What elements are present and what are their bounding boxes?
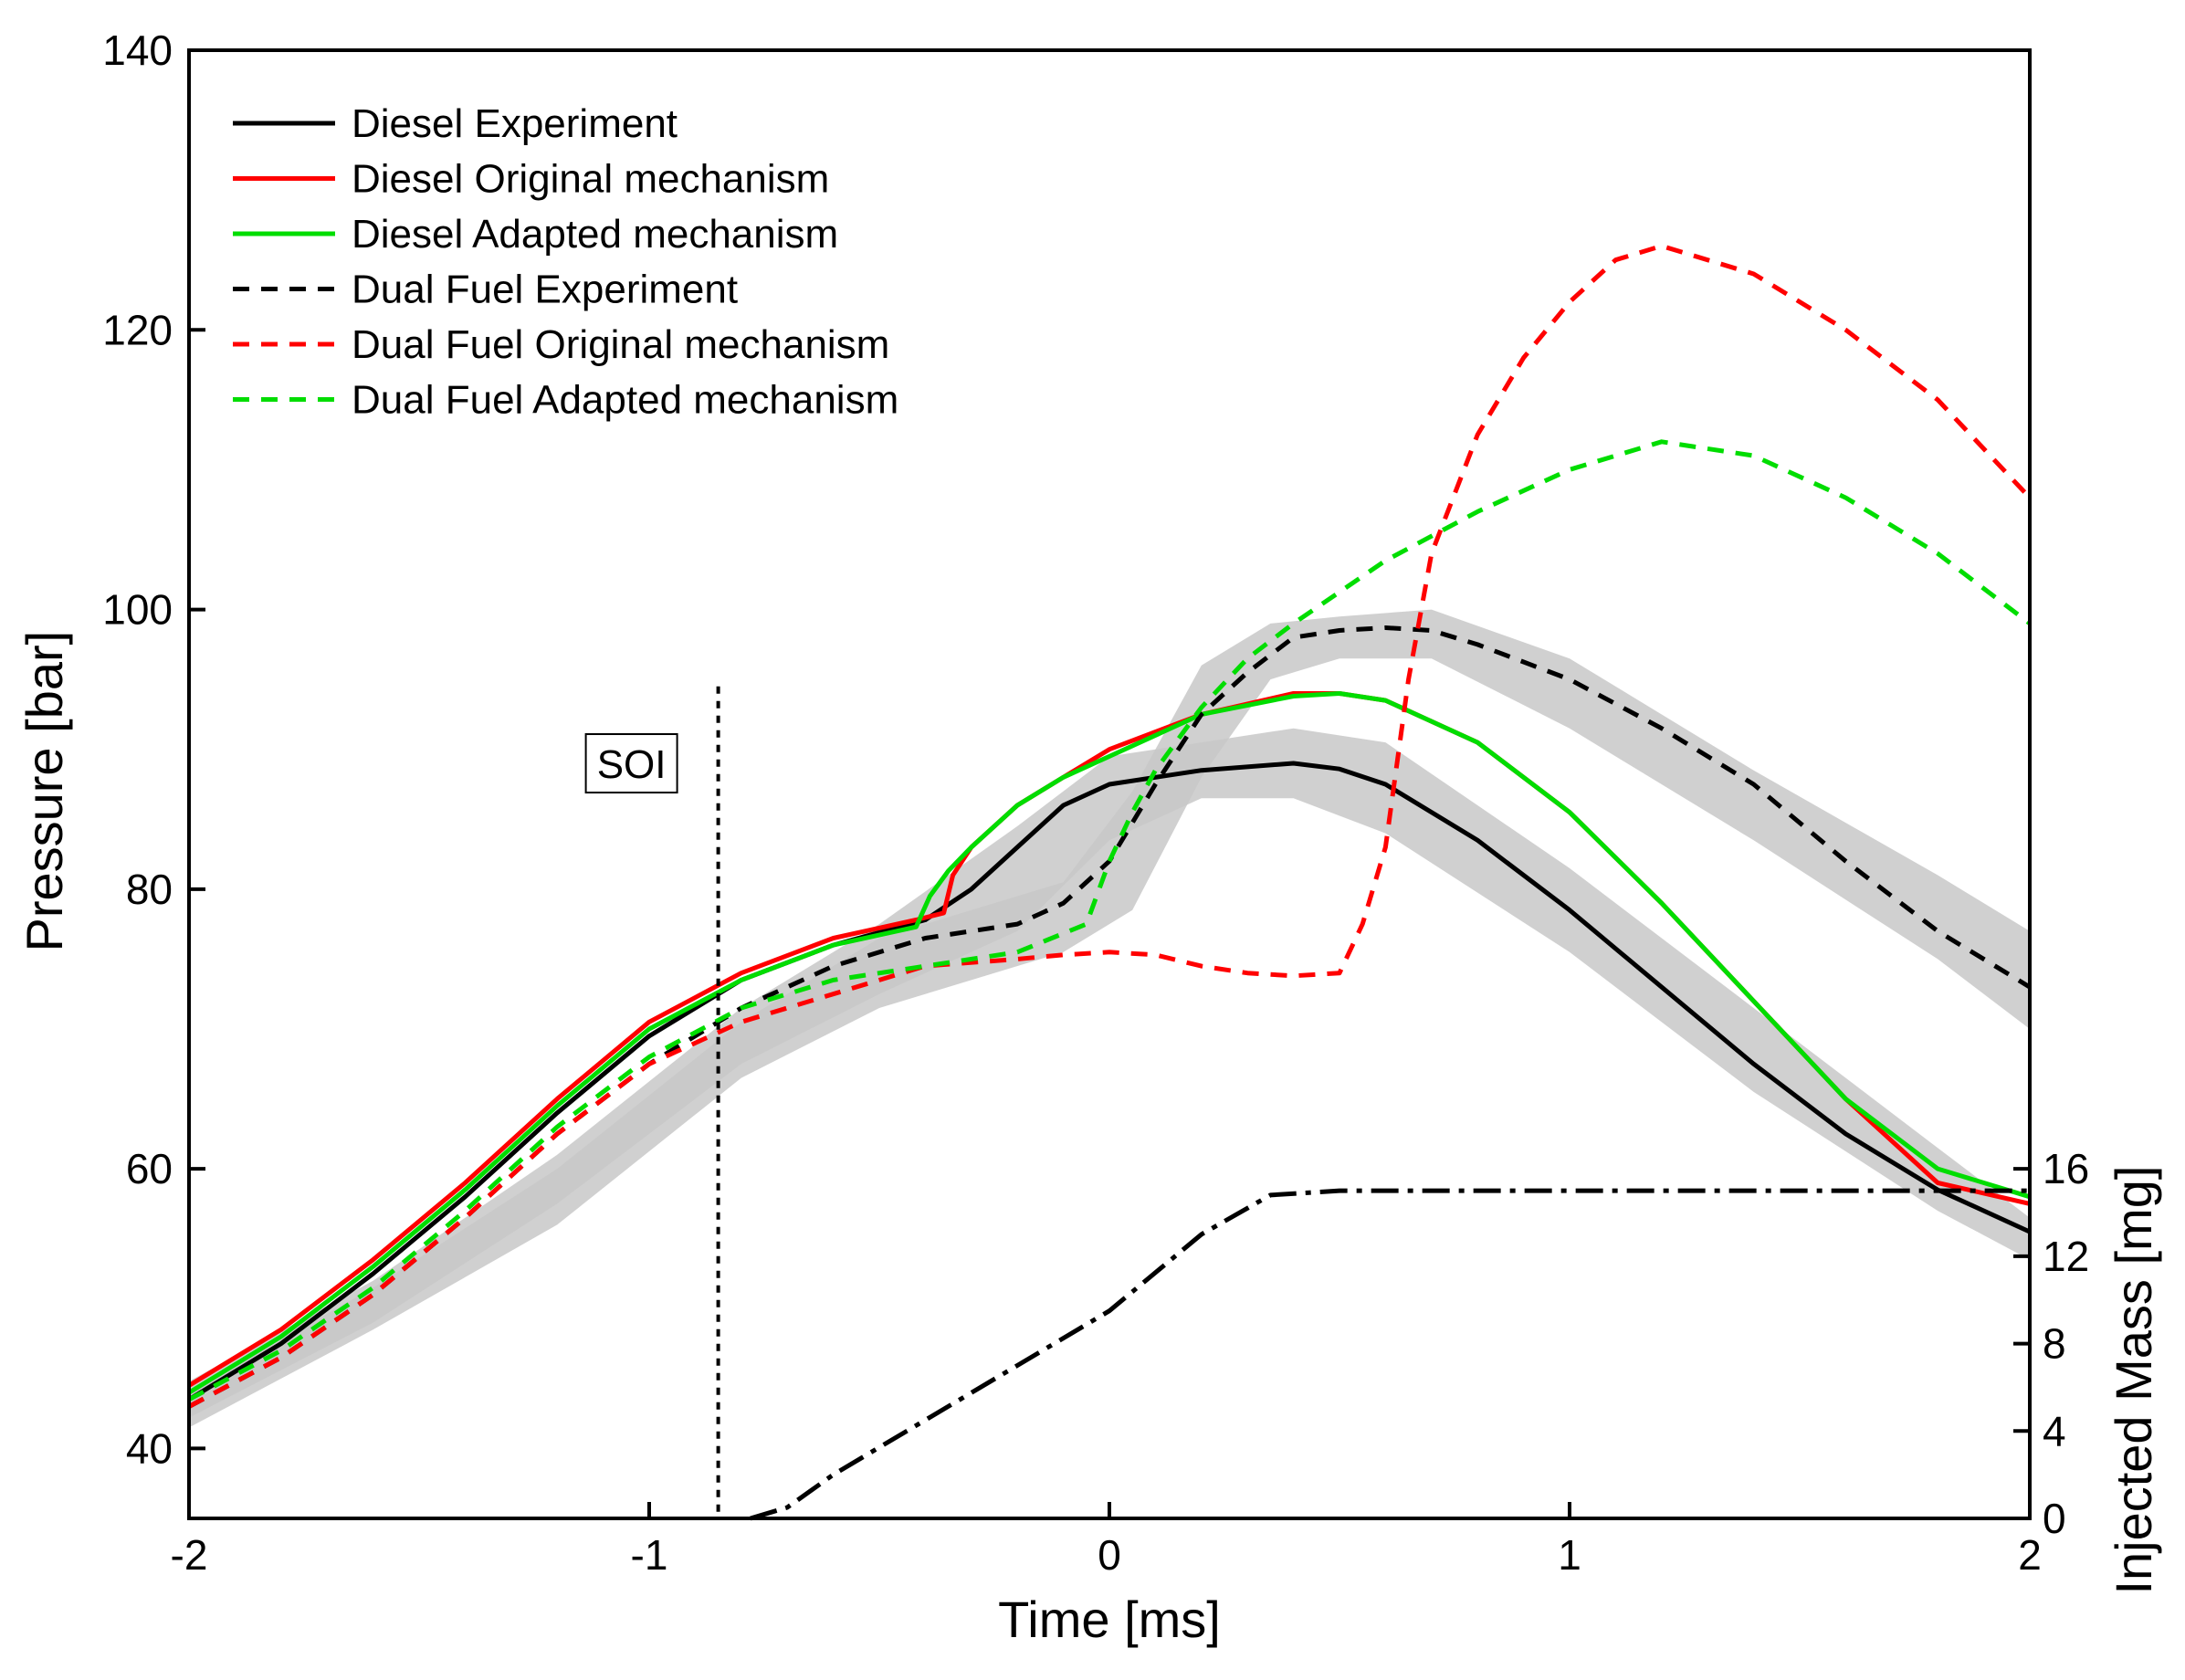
- series-line-diesel-adapted-mechanism: [187, 691, 2031, 1395]
- soi-annotation: SOI: [584, 686, 720, 1518]
- y-tick-label: 60: [126, 1145, 173, 1192]
- series-line-dual-fuel-adapted-mechanism: [187, 439, 2032, 1402]
- x-tick-label: 2: [2018, 1531, 2042, 1579]
- y-axis-title: Pressure [bar]: [16, 631, 73, 952]
- y-tick-label: 40: [126, 1424, 173, 1472]
- legend-label-diesel-original-mechanism: Diesel Original mechanism: [352, 157, 829, 202]
- y2-tick-label: 0: [2043, 1495, 2066, 1542]
- y-tick-label: 120: [102, 306, 173, 353]
- uncertainty-bands: [189, 609, 2030, 1428]
- y2-tick-label: 12: [2043, 1233, 2089, 1280]
- x-tick-label: 1: [1558, 1531, 1581, 1579]
- series-line-injected-mass: [750, 1188, 2030, 1521]
- legend-label-diesel-adapted-mechanism: Diesel Adapted mechanism: [352, 212, 838, 257]
- series-lines: [187, 243, 2032, 1521]
- legend-label-dual-fuel-experiment: Dual Fuel Experiment: [352, 268, 738, 312]
- y2-tick-label: 16: [2043, 1145, 2089, 1192]
- legend: Diesel Experiment Diesel Original mechani…: [233, 101, 898, 423]
- series-line-diesel-experiment: [187, 761, 2032, 1402]
- y-tick-label: 140: [102, 26, 173, 74]
- series-line-dual-fuel-experiment: [187, 625, 2032, 1409]
- x-axis-title: Time [ms]: [998, 1591, 1221, 1648]
- legend-label-diesel-experiment: Diesel Experiment: [352, 101, 678, 146]
- band-diesel-experiment-range: [189, 728, 2030, 1418]
- y2-tick-label: 8: [2043, 1320, 2066, 1368]
- soi-label: SOI: [597, 742, 667, 787]
- x-tick-label: -1: [631, 1531, 668, 1579]
- soi-label-box: [584, 733, 678, 794]
- y-tick-label: 80: [126, 866, 173, 913]
- series-line-dual-fuel-original-mechanism: [187, 243, 2032, 1409]
- legend-label-dual-fuel-adapted-mechanism: Dual Fuel Adapted mechanism: [352, 378, 898, 423]
- y2-tick-label: 4: [2043, 1407, 2066, 1454]
- legend-label-dual-fuel-original-mechanism: Dual Fuel Original mechanism: [352, 322, 889, 367]
- y-tick-label: 100: [102, 586, 173, 634]
- x-tick-label: -2: [171, 1531, 208, 1579]
- x-tick-label: 0: [1098, 1531, 1121, 1579]
- y2-axis-title: Injected Mass [mg]: [2105, 1166, 2162, 1595]
